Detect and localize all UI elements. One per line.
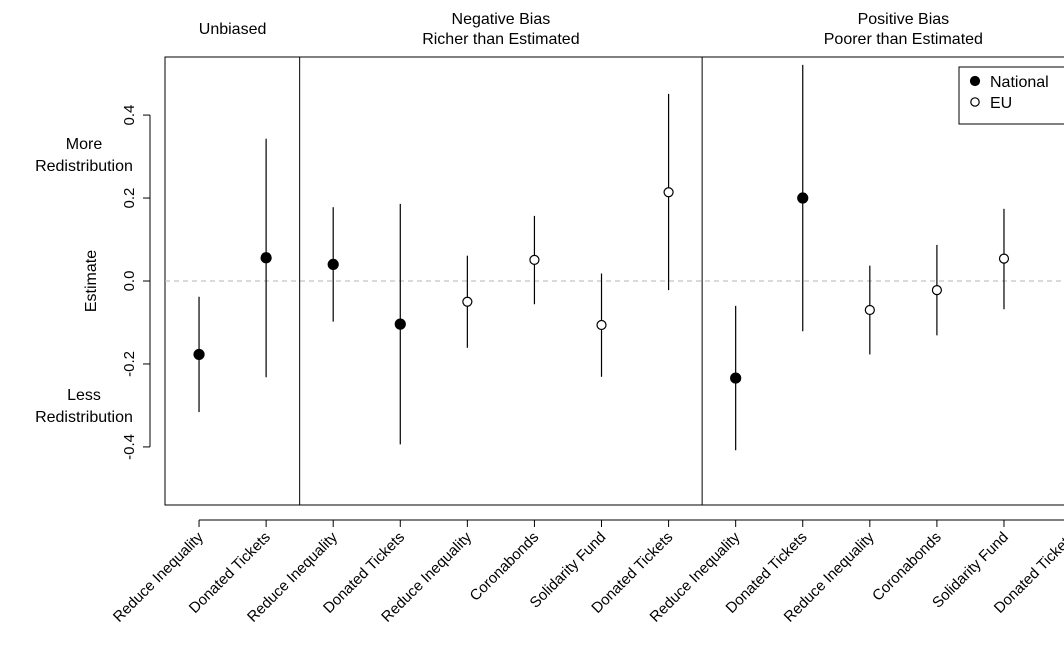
point-eu xyxy=(931,285,943,296)
legend-box xyxy=(958,66,1064,125)
panel-title: Richer than Estimated xyxy=(422,31,579,48)
panel-title: Negative Bias xyxy=(452,11,551,28)
point-eu xyxy=(998,253,1010,264)
point-national xyxy=(260,252,272,264)
panel-title: Poorer than Estimated xyxy=(824,31,983,48)
legend-marker-national xyxy=(969,75,981,87)
point-national xyxy=(394,318,406,330)
y-tick-label: 0.4 xyxy=(121,105,138,126)
point-national xyxy=(797,192,809,204)
upper-side-label: Redistribution xyxy=(35,158,133,175)
point-estimates xyxy=(193,187,1010,384)
y-side-labels: More Redistribution Less Redistribution xyxy=(35,136,133,426)
point-national xyxy=(327,258,339,271)
point-eu xyxy=(462,296,473,307)
legend-marker-eu xyxy=(970,97,980,107)
point-eu xyxy=(864,304,875,316)
y-tick-label: -0.4 xyxy=(121,434,138,460)
upper-side-label: More xyxy=(66,136,103,153)
point-eu xyxy=(596,319,607,331)
panel-title: Unbiased xyxy=(199,21,267,38)
panel-dividers xyxy=(299,57,703,505)
legend-label: EU xyxy=(990,95,1012,112)
legend: National EU xyxy=(958,66,1064,125)
x-tick-label: Coronabonds xyxy=(467,529,543,605)
confidence-intervals xyxy=(198,64,1005,451)
point-eu xyxy=(529,254,540,265)
y-tick-label: 0.0 xyxy=(121,271,138,292)
panel-titles: Unbiased Negative Bias Richer than Estimat… xyxy=(199,11,983,48)
panel-title: Positive Bias xyxy=(858,11,950,28)
lower-side-label: Redistribution xyxy=(35,409,133,426)
y-tick-label: -0.2 xyxy=(121,351,138,377)
y-axis-label: Estimate xyxy=(83,250,100,312)
x-tick-label: Coronabonds xyxy=(869,529,945,605)
point-national xyxy=(730,372,742,384)
point-national xyxy=(193,348,205,361)
y-tick-label: 0.2 xyxy=(121,188,138,209)
lower-side-label: Less xyxy=(67,387,101,404)
point-eu xyxy=(663,187,674,198)
legend-label: National xyxy=(990,74,1049,91)
y-axis: -0.4 -0.2 0.0 0.2 0.4 Estimate xyxy=(83,105,151,460)
